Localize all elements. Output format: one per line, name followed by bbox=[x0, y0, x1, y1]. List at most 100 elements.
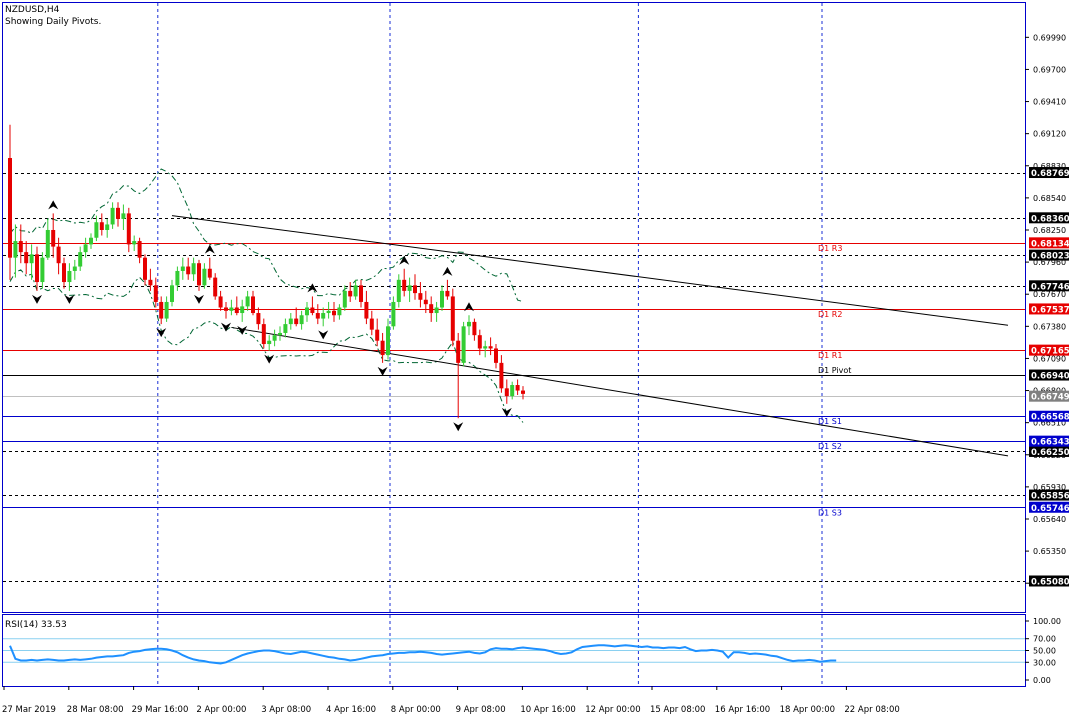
fractal-up-arrow bbox=[464, 302, 474, 312]
candle-body bbox=[434, 307, 439, 314]
fractal-down-arrow bbox=[156, 328, 167, 338]
candle-body bbox=[224, 307, 228, 311]
price-tick-label: 0.69700 bbox=[1033, 65, 1066, 74]
pivot-label: D1 S3 bbox=[818, 508, 842, 517]
price-tick-label: 0.66510 bbox=[1033, 419, 1066, 428]
candle-body bbox=[51, 229, 56, 247]
pivot-tag-label: 0.67537 bbox=[1031, 305, 1070, 315]
fractal-up-arrow bbox=[204, 244, 215, 254]
candle-body bbox=[153, 285, 158, 302]
candle-body bbox=[450, 296, 455, 341]
rsi-tick-label: 30.00 bbox=[1033, 658, 1056, 667]
time-label: 15 Apr 08:00 bbox=[650, 705, 705, 715]
time-label: 27 Mar 2019 bbox=[2, 705, 56, 715]
fractal-down-arrow bbox=[237, 325, 248, 335]
price-tags: 0.68769 0.68360 0.68023 0.67746 0.66250 0.658… bbox=[1029, 167, 1070, 587]
fractal-up-arrow bbox=[307, 283, 318, 293]
pivot-tag-label: 0.66343 bbox=[1031, 438, 1070, 448]
horizontal-levels bbox=[3, 173, 1025, 582]
price-tick-label: 0.65350 bbox=[1033, 547, 1066, 556]
candle-body bbox=[521, 390, 525, 394]
level-tag-label: 0.65080 bbox=[1031, 577, 1070, 587]
candle-body bbox=[488, 346, 493, 349]
candle-body bbox=[423, 299, 428, 305]
trendlines bbox=[171, 215, 1009, 457]
price-tick-label: 0.68250 bbox=[1033, 226, 1066, 235]
candle-body bbox=[251, 296, 255, 314]
fractal-down-arrow bbox=[501, 407, 512, 417]
time-label: 3 Apr 08:00 bbox=[261, 705, 311, 715]
level-tag-label: 0.68360 bbox=[1031, 214, 1070, 224]
candle-body bbox=[348, 290, 353, 297]
time-label: 28 Mar 08:00 bbox=[67, 705, 124, 715]
pivot-tag-box bbox=[1029, 501, 1069, 513]
candle-body bbox=[267, 340, 272, 345]
candle-body bbox=[170, 285, 174, 302]
rsi-indicator: 100.00 70.00 50.00 30.00 0.00 bbox=[3, 617, 1061, 685]
rsi-tick-label: 50.00 bbox=[1033, 647, 1056, 656]
fractal-up-arrow bbox=[48, 200, 59, 210]
main-chart-frame bbox=[2, 2, 1026, 613]
time-label: 10 Apr 16:00 bbox=[520, 705, 575, 715]
candle-body bbox=[440, 290, 444, 308]
fractal-down-arrow bbox=[318, 330, 329, 340]
candle-body bbox=[413, 285, 417, 294]
level-tag-box bbox=[1029, 489, 1069, 501]
time-label: 22 Apr 08:00 bbox=[844, 705, 899, 715]
price-tick-label: 0.68540 bbox=[1033, 194, 1066, 203]
candle-body bbox=[386, 326, 390, 356]
price-tick-label: 0.67380 bbox=[1033, 322, 1066, 331]
time-label: 2 Apr 00:00 bbox=[196, 705, 246, 715]
pivot-labels: D1 R3 D1 R2 D1 R1 D1 Pivot D1 S1 D1 S2 D1 S3 bbox=[818, 244, 851, 517]
candle-body bbox=[94, 222, 99, 238]
rsi-line bbox=[9, 644, 837, 665]
time-label: 18 Apr 00:00 bbox=[780, 705, 835, 715]
candle-body bbox=[18, 241, 23, 253]
candle-body bbox=[159, 301, 164, 319]
candle-body bbox=[116, 207, 120, 219]
candle-body bbox=[396, 279, 401, 302]
candle-body bbox=[110, 207, 115, 225]
candle-body bbox=[315, 313, 320, 319]
candle-body bbox=[305, 307, 309, 316]
candlesticks bbox=[8, 124, 525, 419]
candle-body bbox=[164, 301, 169, 319]
candle-body bbox=[494, 348, 498, 363]
pivot-label: D1 Pivot bbox=[818, 366, 851, 375]
candle-body bbox=[359, 285, 363, 302]
candle-body bbox=[180, 266, 185, 271]
candle-body bbox=[175, 270, 180, 286]
rsi-tick-label: 70.00 bbox=[1033, 635, 1056, 644]
level-tag-box bbox=[1029, 280, 1069, 292]
level-tag-box bbox=[1029, 249, 1069, 261]
candle-body bbox=[218, 296, 223, 308]
fractal-down-arrow bbox=[453, 422, 464, 432]
candle-body bbox=[326, 310, 331, 314]
fractal-down-arrow bbox=[32, 294, 42, 304]
candle-body bbox=[83, 244, 88, 253]
candle-body bbox=[78, 252, 83, 267]
level-tag-label: 0.68769 bbox=[1031, 169, 1070, 179]
pivot-tag-box bbox=[1029, 303, 1069, 315]
pivot-label: D1 S1 bbox=[818, 417, 842, 426]
rsi-title: RSI(14) 33.53 bbox=[5, 620, 67, 630]
pivot-tag-label: 0.68134 bbox=[1031, 239, 1070, 249]
pivot-tag-label: 0.67165 bbox=[1031, 347, 1070, 357]
fractal-up-arrow bbox=[399, 255, 410, 265]
candle-body bbox=[272, 335, 277, 341]
candle-body bbox=[229, 307, 234, 311]
candle-body bbox=[56, 246, 61, 264]
fractal-arrows bbox=[32, 200, 512, 432]
candle-body bbox=[299, 315, 304, 325]
candle-body bbox=[353, 285, 358, 297]
candle-body bbox=[472, 321, 477, 336]
pivot-label: D1 R3 bbox=[818, 244, 842, 253]
time-axis: 27 Mar 2019 28 Mar 08:00 29 Mar 16:00 2 Apr… bbox=[2, 686, 900, 715]
candle-body bbox=[121, 213, 126, 219]
price-tick-label: 0.69410 bbox=[1033, 98, 1066, 107]
candle-body bbox=[380, 340, 385, 356]
pivot-label: D1 R2 bbox=[818, 310, 842, 319]
pivot-tag-box bbox=[1029, 410, 1069, 422]
candle-body bbox=[288, 318, 293, 325]
envelope-bands bbox=[9, 168, 524, 423]
